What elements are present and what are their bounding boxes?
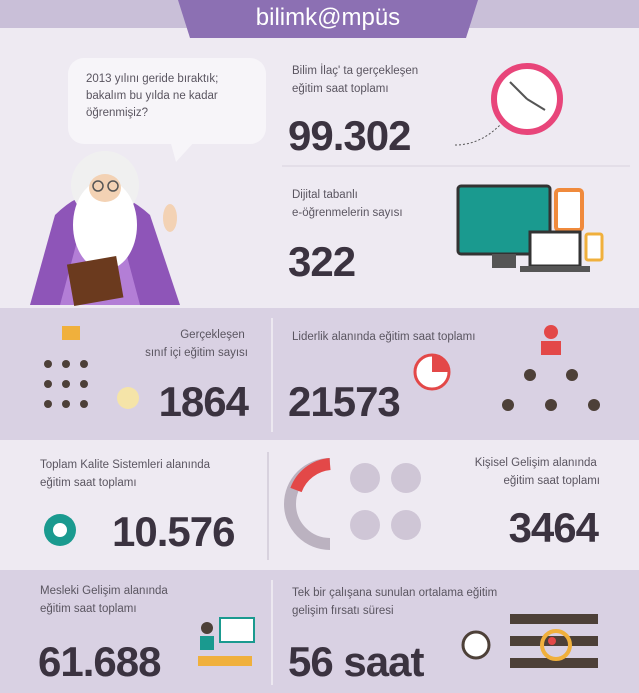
stat-label-line: Toplam Kalite Sistemleri alanında bbox=[40, 459, 211, 471]
infographic: bilimk@mpüs 2013 yılını geride bıraktık;… bbox=[0, 0, 639, 693]
stat-value: 322 bbox=[288, 238, 355, 285]
stat-label-line: sınıf içi eğitim sayısı bbox=[145, 347, 248, 359]
stat-label-line: eğitim saat toplamı bbox=[292, 83, 389, 95]
stat-label-line: e-öğrenmelerin sayısı bbox=[292, 207, 403, 219]
stat-label-line: eğitim saat toplamı bbox=[503, 475, 600, 487]
intro-line: 2013 yılını geride bıraktık; bbox=[86, 73, 218, 85]
intro-line: bakalım bu yılda ne kadar bbox=[86, 90, 218, 102]
stat-label-line: Tek bir çalışana sunulan ortalama eğitim bbox=[292, 587, 497, 599]
page: bilimk@mpüs 2013 yılını geride bıraktık;… bbox=[0, 0, 639, 693]
stat-value: 99.302 bbox=[288, 112, 410, 159]
presentation-icon bbox=[198, 618, 254, 666]
stat-label-line: Dijital tabanlı bbox=[292, 189, 358, 201]
stat-label-line: eğitim saat toplamı bbox=[40, 603, 137, 615]
stat-value: 3464 bbox=[509, 504, 600, 551]
stat-label-line: eğitim saat toplamı bbox=[40, 477, 137, 489]
stat-value: 56 saat bbox=[288, 638, 424, 685]
stat-label-line: Kişisel Gelişim alanında bbox=[475, 457, 598, 469]
stat-value: 10.576 bbox=[112, 508, 234, 555]
stat-value: 61.688 bbox=[38, 638, 161, 685]
stat-value: 21573 bbox=[288, 378, 400, 425]
stat-label-line: Gerçekleşen bbox=[180, 329, 245, 341]
intro-line: öğrenmişiz? bbox=[86, 107, 148, 119]
thumb-icon-detail bbox=[53, 523, 67, 537]
header-title: bilimk@mpüs bbox=[256, 4, 400, 31]
stat-label-line: Bilim İlaç' ta gerçekleşen bbox=[292, 64, 418, 77]
stat-value: 1864 bbox=[159, 378, 250, 425]
stat-label-line: Mesleki Gelişim alanında bbox=[40, 585, 168, 597]
stat-label: Liderlik alanında eğitim saat toplamı bbox=[292, 331, 475, 343]
stat-label-line: gelişim fırsatı süresi bbox=[292, 605, 394, 617]
